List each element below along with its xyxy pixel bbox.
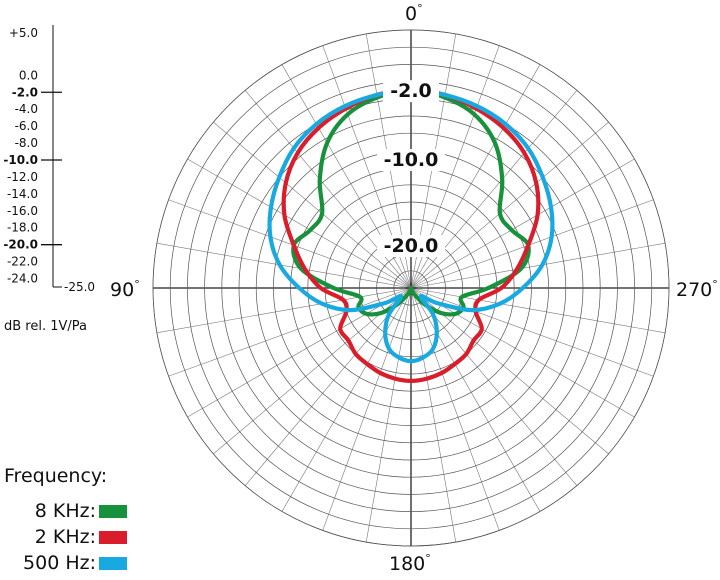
scale-tick-label: +5.0 (9, 26, 38, 40)
scale-tick-label: -24.0 (7, 272, 38, 286)
grid-spoke (410, 287, 635, 418)
grid-ring (393, 270, 429, 306)
scale-tick-label: -25.0 (64, 280, 95, 294)
grid-ring (187, 64, 635, 512)
grid-spoke (213, 121, 412, 289)
ring-label-bg (377, 149, 445, 171)
scale-tick-label: -14.0 (7, 187, 38, 201)
scale-tick-label: -20.0 (3, 238, 38, 252)
angle-label-90: 90° (110, 278, 140, 301)
grid-spoke (156, 242, 412, 289)
series-curve-2 (267, 88, 555, 364)
ring-label-bg (377, 235, 445, 257)
grid-spoke (187, 287, 412, 418)
scale-tick-label: -12.0 (7, 170, 38, 184)
grid-spoke (410, 287, 541, 512)
ring-label: -10.0 (384, 149, 439, 171)
grid-spoke (410, 287, 500, 531)
grid-spoke (168, 199, 412, 289)
ring-label: -20.0 (384, 235, 439, 257)
legend-title: Frequency: (4, 465, 107, 487)
grid-spoke (156, 287, 412, 334)
legend-label: 2 KHz: (35, 526, 96, 548)
ring-label-bg (383, 80, 439, 103)
grid-spoke (410, 287, 457, 543)
grid-spoke (168, 287, 412, 377)
grid-spoke (244, 287, 412, 486)
grid-ring (255, 132, 567, 444)
legend-swatch (99, 557, 127, 570)
legend-label: 8 KHz: (35, 500, 96, 522)
unit-label: dB rel. 1V/Pa (4, 319, 87, 334)
grid-ring-outer (152, 29, 670, 547)
scale-tick-label: -18.0 (7, 221, 38, 235)
grid-spoke (410, 158, 635, 289)
grid-spoke (322, 287, 412, 531)
scale-tick-label: -2.0 (12, 85, 38, 99)
legend-label: 500 Hz: (23, 552, 96, 574)
legend-swatch (99, 531, 127, 544)
scale-tick-label: -6.0 (15, 119, 38, 133)
grid-spoke (410, 242, 666, 289)
ring-labels: -2.0 -10.0 -20.0 (377, 80, 445, 257)
angle-label-0: 0° (405, 2, 423, 25)
grid-spoke (410, 199, 654, 289)
grid-spoke (410, 121, 609, 289)
scale-tick-label: -4.0 (15, 102, 38, 116)
polar-grid (152, 29, 670, 547)
scale-tick-label: 0.0 (19, 68, 38, 82)
grid-ring (307, 184, 515, 392)
polar-curves (267, 88, 555, 383)
grid-spoke (281, 287, 412, 512)
db-scale: +5.0 0.0 -2.0 -4.0 -6.0 -8.0 -10.0 -12.0 -14.0 -1… (3, 25, 95, 294)
grid-spoke (365, 287, 412, 543)
grid-ring (169, 46, 653, 530)
grid-ring (341, 218, 481, 358)
series-curve-0 (291, 88, 531, 317)
grid-ring (238, 115, 584, 461)
legend-swatch (99, 505, 127, 518)
ring-label: -2.0 (390, 80, 432, 102)
grid-ring (324, 201, 498, 375)
grid-spoke (410, 287, 654, 377)
grid-spoke (410, 287, 666, 334)
legend: Frequency: 8 KHz: 2 KHz: 500 Hz: (4, 465, 127, 574)
angle-label-270: 270° (676, 278, 718, 301)
grid-spoke (410, 287, 578, 486)
scale-tick-label: -8.0 (15, 136, 38, 150)
scale-tick-label: -16.0 (7, 204, 38, 218)
grid-spoke (187, 158, 412, 289)
series-curve-1 (281, 88, 541, 383)
scale-tick-label: -22.0 (7, 255, 38, 269)
scale-tick-label: -10.0 (3, 153, 38, 167)
angle-label-180: 180° (389, 552, 431, 575)
